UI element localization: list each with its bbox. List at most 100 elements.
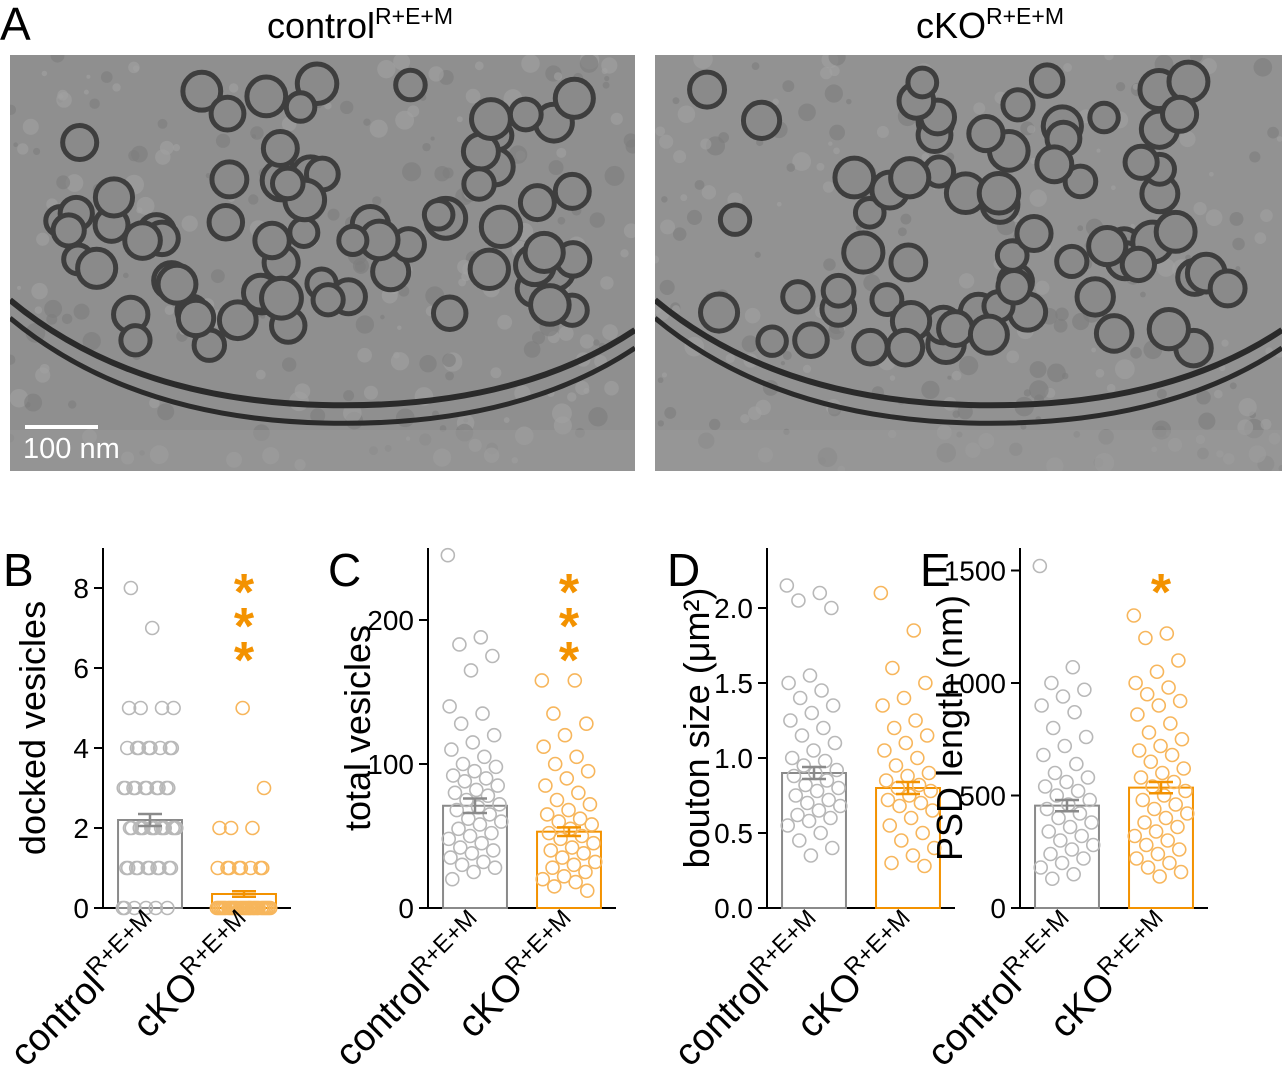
data-point: [800, 795, 815, 811]
x-tick-label: controlR+E+M: [917, 905, 1087, 1075]
data-point: [463, 663, 479, 678]
texture: [604, 75, 610, 82]
texture: [1130, 223, 1135, 229]
data-point: [210, 860, 226, 876]
texture: [73, 303, 90, 320]
data-point: [788, 788, 804, 803]
data-point: [917, 858, 932, 874]
texture: [718, 132, 730, 143]
vesicle: [792, 321, 830, 359]
vesicle: [936, 309, 975, 348]
data-point: [1078, 729, 1094, 745]
texture: [579, 55, 599, 73]
data-point: [539, 807, 555, 822]
data-point: [1148, 824, 1164, 839]
data-point: [1085, 837, 1101, 853]
panel-label: A: [0, 0, 31, 50]
data-point: [1163, 716, 1178, 731]
data-point: [453, 840, 468, 855]
data-point: [913, 795, 929, 811]
y-tick-label: 0: [73, 893, 89, 924]
texture: [798, 103, 816, 122]
membrane: [655, 316, 1282, 426]
data-point: [1140, 860, 1156, 875]
data-point: [1032, 558, 1048, 574]
vesicle: [244, 74, 289, 119]
texture: [251, 134, 257, 139]
data-point: [1069, 756, 1084, 772]
texture: [82, 332, 101, 351]
data-point: [142, 860, 157, 876]
data-point: [1162, 855, 1177, 871]
data-point: [1072, 806, 1088, 821]
data-point: [875, 698, 890, 713]
texture: [1260, 418, 1272, 430]
texture: [497, 314, 513, 330]
texture: [523, 341, 541, 358]
texture: [402, 162, 422, 182]
data-point: [485, 648, 500, 664]
data-point: [547, 879, 562, 894]
texture: [397, 325, 402, 330]
texture: [782, 350, 792, 360]
data-point: [567, 673, 583, 688]
texture: [1267, 126, 1279, 139]
data-point: [476, 854, 491, 870]
data-point: [477, 749, 492, 765]
data-point: [831, 780, 846, 796]
texture: [1198, 412, 1216, 430]
error-bar: [138, 812, 162, 828]
texture: [44, 299, 63, 318]
data-point: [1033, 860, 1049, 875]
texture: [1249, 151, 1261, 163]
data-point: [462, 828, 478, 844]
vesicle: [755, 324, 789, 358]
texture: [57, 89, 69, 101]
data-point: [1129, 851, 1144, 866]
data-point: [1064, 842, 1080, 857]
data-point: [579, 716, 594, 731]
texture: [13, 142, 18, 148]
texture: [958, 355, 979, 376]
data-point: [579, 883, 595, 899]
texture: [802, 364, 812, 374]
texture: [181, 215, 198, 232]
data-point: [117, 900, 132, 916]
data-point: [1176, 761, 1192, 776]
texture: [1193, 201, 1207, 216]
vesicle: [869, 282, 905, 318]
data-point: [584, 817, 600, 832]
data-point: [1137, 815, 1152, 830]
em-image: [655, 55, 1282, 471]
data-point: [572, 811, 588, 827]
data-point: [1037, 779, 1053, 794]
vesicle: [905, 65, 940, 100]
data-point: [1179, 806, 1195, 821]
texture: [567, 392, 577, 402]
category-superscript: R+E+M: [175, 905, 252, 982]
texture: [1035, 280, 1050, 295]
vesicle: [92, 176, 136, 219]
data-point: [814, 683, 829, 698]
texture: [1235, 266, 1241, 272]
data-point: [1161, 680, 1176, 695]
data-point: [911, 777, 927, 793]
vesicle: [75, 246, 119, 290]
vesicle: [1028, 62, 1066, 99]
y-tick-label: 0.0: [714, 893, 753, 924]
texture: [490, 367, 502, 379]
vesicle: [1146, 306, 1191, 352]
data-point: [136, 820, 151, 836]
texture: [1029, 380, 1049, 400]
data-point: [903, 810, 919, 826]
texture: [428, 66, 444, 82]
vesicle: [60, 122, 100, 163]
texture: [164, 305, 175, 316]
significance: * * *: [559, 564, 580, 690]
texture: [725, 353, 735, 363]
scale-bar-label: 100 nm: [23, 433, 120, 465]
vesicle: [1160, 94, 1200, 134]
texture: [343, 403, 362, 423]
texture: [740, 414, 750, 424]
data-point: [1135, 792, 1151, 808]
